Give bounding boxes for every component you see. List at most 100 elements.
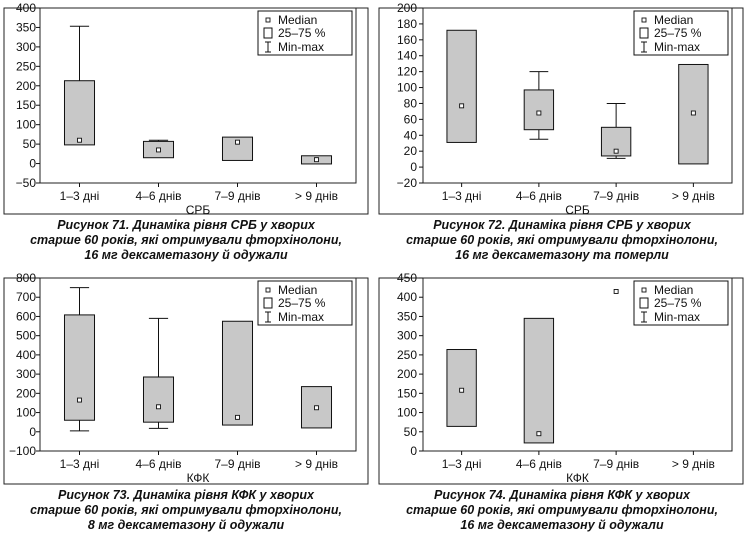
median-marker <box>536 110 542 116</box>
legend-box <box>257 280 353 326</box>
box-iqr <box>446 29 477 143</box>
caption-71: Рисунок 71. Динаміка рівня СРБ у хворих … <box>0 218 372 263</box>
y-tick-label: 300 <box>16 367 36 381</box>
y-tick-label: 200 <box>397 367 417 381</box>
y-tick-label: 80 <box>404 96 418 110</box>
y-tick-label: 50 <box>23 137 37 151</box>
y-tick-label: 150 <box>16 98 36 112</box>
box-iqr <box>142 376 175 423</box>
plot-area <box>39 7 357 184</box>
y-tick-label: 160 <box>397 33 417 47</box>
y-tick-label: 400 <box>16 348 36 362</box>
x-tick-label: 7–9 днів <box>593 457 639 471</box>
chart-74: 0 50 100 150 200 250 300 350 400 450 1–3 дні 4–6 дн… <box>378 271 744 485</box>
y-tick-label: 0 <box>410 160 417 174</box>
x-tick-label: > 9 днів <box>295 457 338 471</box>
box-iqr <box>221 320 254 426</box>
chart-panel-71: −50 0 50 100 150 200 250 300 350 400 1–3 дні 4–6 дн… <box>0 0 372 270</box>
y-tick-label: 100 <box>16 406 36 420</box>
caption-74: Рисунок 74. Динаміка рівня КФК у хворих … <box>375 488 749 533</box>
y-tick-label: −50 <box>16 176 37 190</box>
y-tick-label: 300 <box>16 40 36 54</box>
legend-median-icon <box>265 287 271 293</box>
y-tick-label: 250 <box>397 348 417 362</box>
x-axis-label: СРБ <box>565 203 590 217</box>
legend-iqr-icon <box>263 27 273 39</box>
caption-line: 8 мг дексаметазону й одужали <box>87 518 285 532</box>
legend-label: Min-max <box>278 40 324 54</box>
chart-73: −100 0 100 200 300 400 500 600 700 800 1–3 дні 4–6 … <box>3 271 369 485</box>
box-iqr <box>523 317 555 444</box>
y-tick-label: 600 <box>16 309 36 323</box>
y-tick-label: −100 <box>9 444 36 458</box>
median-marker <box>536 431 542 437</box>
legend-iqr-icon <box>263 297 273 309</box>
x-tick-label: 7–9 днів <box>214 189 260 203</box>
y-tick-label: 250 <box>16 59 36 73</box>
x-tick-label: 7–9 днів <box>593 189 639 203</box>
legend-label: 25–75 % <box>654 296 702 310</box>
x-tick-label: 1–3 дні <box>442 457 482 471</box>
x-axis-label: КФК <box>187 471 210 485</box>
chart-71: −50 0 50 100 150 200 250 300 350 400 1–3 дні 4–6 дн… <box>3 1 369 217</box>
caption-73: Рисунок 73. Динаміка рівня КФК у хворих … <box>0 488 372 533</box>
caption-line: старше 60 років, які отримували фторхіно… <box>406 503 718 517</box>
y-tick-label: 0 <box>410 444 417 458</box>
caption-line: Рисунок 73. Динаміка рівня КФК у хворих <box>58 488 314 502</box>
box-iqr <box>63 314 96 421</box>
legend-label: Min-max <box>654 310 700 324</box>
y-tick-label: 60 <box>404 112 418 126</box>
caption-72: Рисунок 72. Динаміка рівня СРБ у хворих … <box>375 218 749 263</box>
y-tick-label: 300 <box>397 329 417 343</box>
median-marker <box>690 110 696 116</box>
x-tick-label: > 9 днів <box>672 457 715 471</box>
y-tick-label: 350 <box>16 20 36 34</box>
y-tick-label: 500 <box>16 329 36 343</box>
legend-label: 25–75 % <box>654 26 702 40</box>
box-iqr <box>523 89 555 131</box>
y-tick-label: 100 <box>397 81 417 95</box>
caption-line: старше 60 років, які отримували фторхіно… <box>30 233 342 247</box>
median-marker <box>613 148 619 154</box>
legend-label: 25–75 % <box>278 26 326 40</box>
y-tick-label: 200 <box>16 386 36 400</box>
x-tick-label: 4–6 днів <box>516 457 562 471</box>
legend-label: Min-max <box>278 310 324 324</box>
chart-panel-73: −100 0 100 200 300 400 500 600 700 800 1–3 дні 4–6 … <box>0 271 372 538</box>
caption-line: Рисунок 71. Динаміка рівня СРБ у хворих <box>57 218 315 232</box>
y-tick-label: 350 <box>397 309 417 323</box>
x-tick-label: 4–6 днів <box>135 189 181 203</box>
y-tick-label: 180 <box>397 17 417 31</box>
x-tick-label: 7–9 днів <box>214 457 260 471</box>
median-marker <box>77 397 82 403</box>
x-tick-label: 4–6 днів <box>516 189 562 203</box>
y-tick-label: 40 <box>404 128 418 142</box>
median-marker <box>235 139 240 145</box>
x-axis-label: КФК <box>566 471 589 485</box>
legend-box <box>257 10 353 56</box>
legend-label: Median <box>278 13 317 27</box>
median-marker <box>77 137 82 143</box>
caption-line: старше 60 років, які отримували фторхіно… <box>406 233 718 247</box>
legend-box <box>633 10 729 56</box>
y-tick-label: 400 <box>397 290 417 304</box>
caption-line: Рисунок 72. Динаміка рівня СРБ у хворих <box>433 218 691 232</box>
y-tick-label: 50 <box>404 425 418 439</box>
caption-line: 16 мг дексаметазону та померли <box>455 248 669 262</box>
y-tick-label: 0 <box>29 425 36 439</box>
legend-iqr-icon <box>639 297 649 309</box>
y-tick-label: 140 <box>397 49 417 63</box>
box-iqr <box>221 136 254 161</box>
caption-line: 16 мг дексаметазону й одужали <box>84 248 288 262</box>
legend-label: Min-max <box>654 40 700 54</box>
chart-panel-74: 0 50 100 150 200 250 300 350 400 450 1–3 дні 4–6 дн… <box>375 271 749 538</box>
caption-line: 16 мг дексаметазону й одужали <box>460 518 664 532</box>
median-marker <box>156 404 161 410</box>
y-tick-label: 20 <box>404 144 418 158</box>
caption-line: старше 60 років, які отримували фторхіно… <box>30 503 342 517</box>
y-tick-label: 700 <box>16 290 36 304</box>
y-tick-label: 0 <box>29 157 36 171</box>
x-tick-label: 1–3 дні <box>442 189 482 203</box>
legend-box <box>633 280 729 326</box>
